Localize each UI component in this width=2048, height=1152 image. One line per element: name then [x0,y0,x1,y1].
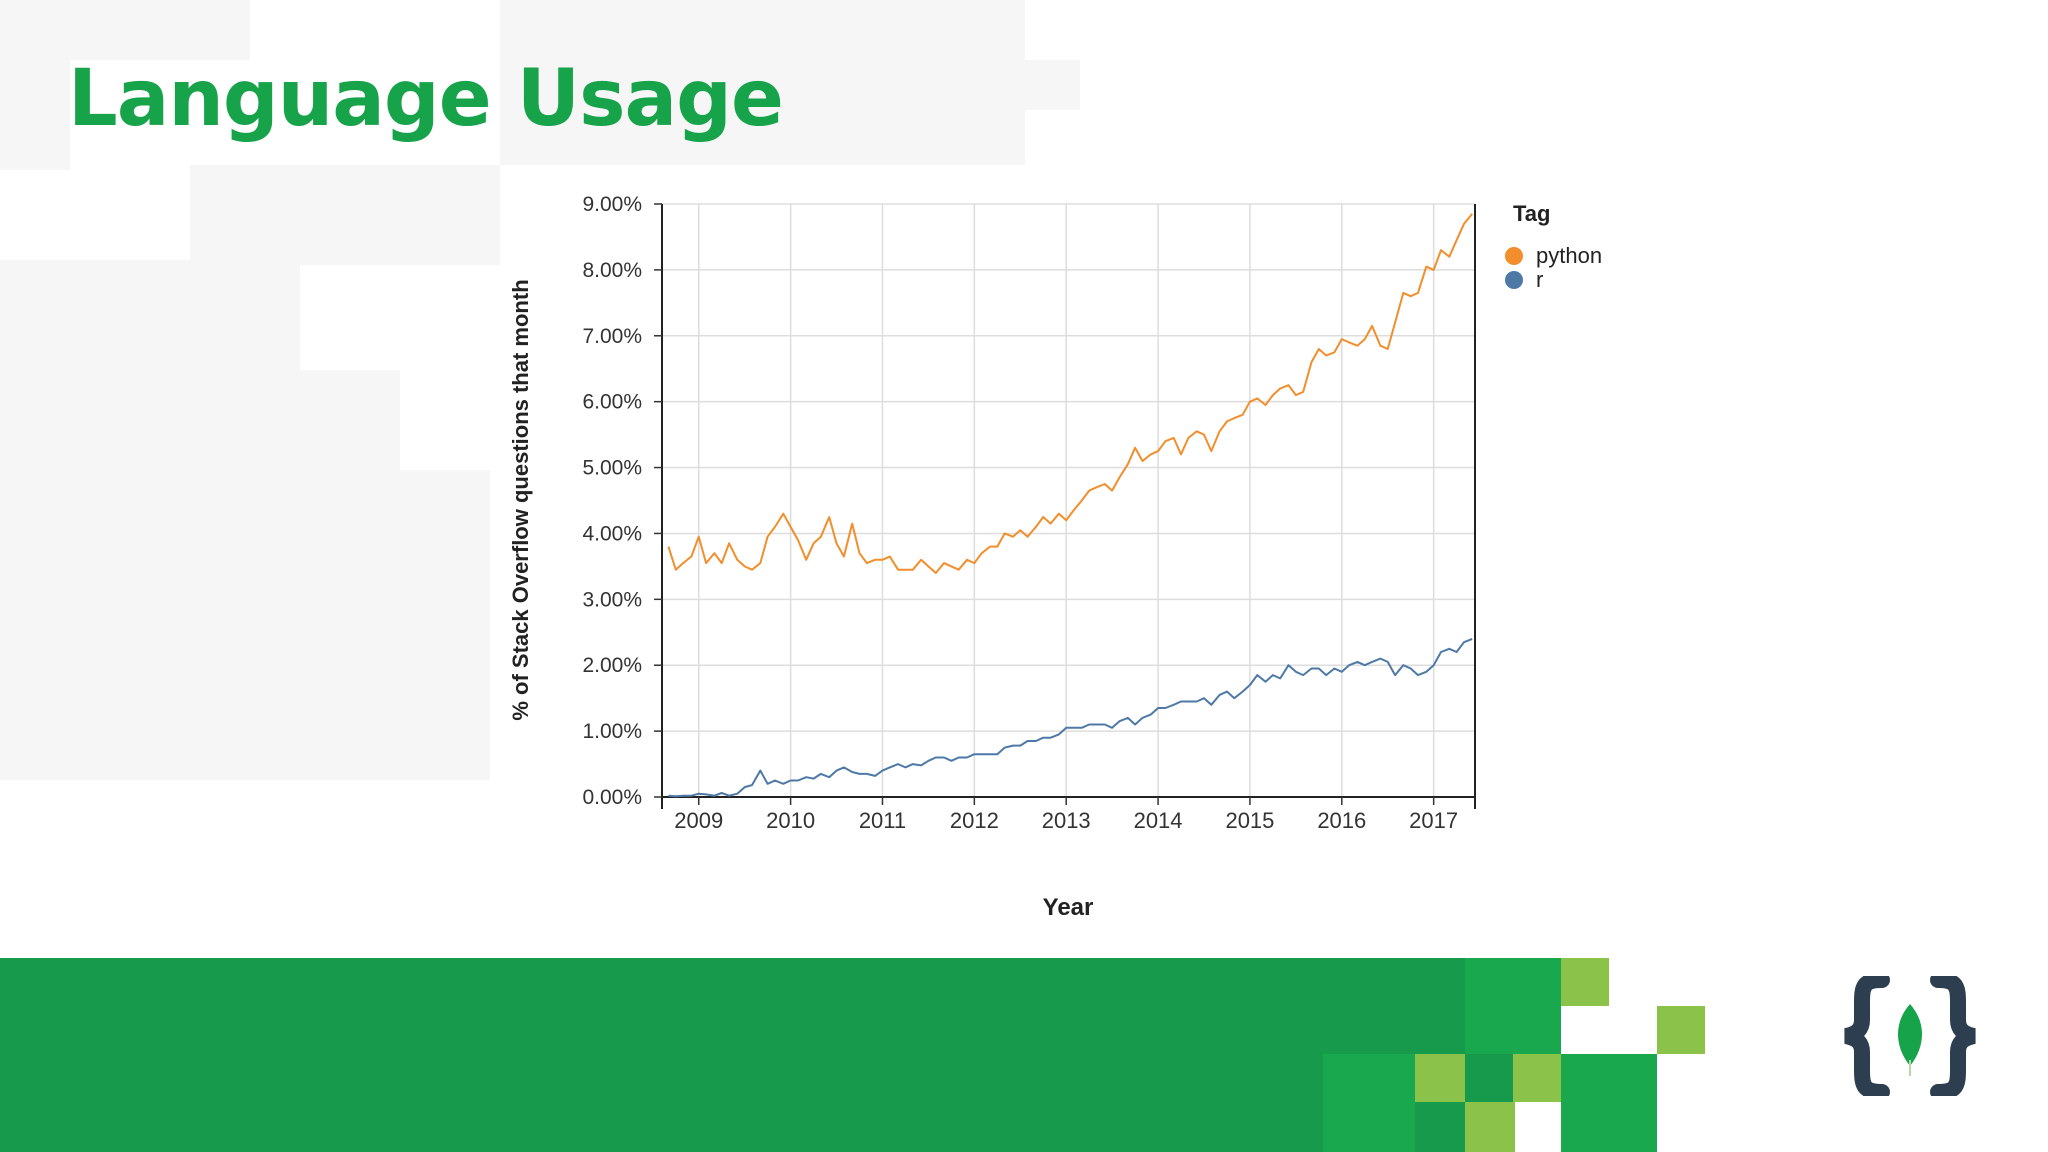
footer-square [1415,1054,1465,1102]
y-tick-label: 9.00% [582,193,642,216]
line-chart: 0.00% 1.00% 2.00% 3.00% 4.00% 5.00% 6.00% 7.00%… [508,193,1602,921]
y-tick-label: 6.00% [582,391,642,414]
x-tick-label: 2009 [674,808,723,833]
footer-square [1465,1102,1515,1152]
x-tick-label: 2014 [1134,808,1183,833]
chart-grid [662,203,1475,798]
y-tick-label: 2.00% [582,654,642,677]
chart-axes: 0.00% 1.00% 2.00% 3.00% 4.00% 5.00% 6.00% 7.00%… [582,193,1476,833]
background-square [0,60,70,170]
y-tick-label: 7.00% [582,325,642,348]
footer-square [1415,1102,1465,1152]
footer-main-block [0,958,1465,1152]
background-square [0,370,400,470]
background-square [0,260,300,370]
series-line-r [668,637,1473,798]
footer-square [1561,958,1609,1006]
slide-title: Language Usage [68,54,784,144]
legend-swatch-python [1505,247,1523,265]
leaf-shape [1898,1004,1922,1066]
background-square [0,0,250,60]
x-tick-label: 2010 [766,808,815,833]
x-tick-label: 2016 [1317,808,1366,833]
x-tick-label: 2015 [1225,808,1274,833]
chart-series [667,213,1473,798]
background-square [0,470,490,780]
background-square [500,0,1025,165]
x-tick-label: 2011 [859,808,906,833]
background-square [1025,60,1080,110]
footer-square [1323,1054,1415,1152]
footer-square [1657,1006,1705,1054]
footer-band [0,958,2048,1152]
y-tick-label: 8.00% [582,259,642,282]
series-line-python [667,213,1473,574]
x-tick-label: 2013 [1042,808,1091,833]
y-tick-label: 4.00% [582,522,642,545]
right-brace-shape [1930,976,1976,1096]
legend-label-python: python [1536,243,1602,268]
y-tick-label: 5.00% [582,457,642,480]
y-axis-ticks: 0.00% 1.00% 2.00% 3.00% 4.00% 5.00% 6.00% 7.00%… [582,193,662,809]
legend-swatch-r [1505,271,1523,289]
left-brace-shape [1844,976,1890,1096]
footer-square [1561,1054,1657,1152]
y-axis-label: % of Stack Overflow questions that month [508,279,533,720]
footer-square [1513,1054,1561,1102]
x-tick-label: 2012 [950,808,999,833]
x-tick-label: 2017 [1409,808,1458,833]
x-axis-label: Year [1043,894,1094,921]
y-tick-label: 0.00% [582,786,642,809]
x-axis-ticks: 2009 2010 2011 2012 2013 2014 2015 2016 2017 [674,797,1458,833]
footer-square [1465,958,1561,1054]
y-tick-label: 1.00% [582,720,642,743]
legend-label-r: r [1536,267,1543,292]
background-square [190,165,500,265]
legend-title: Tag [1513,201,1550,226]
curly-braces-leaf-icon [1844,976,1976,1096]
y-tick-label: 3.00% [582,588,642,611]
